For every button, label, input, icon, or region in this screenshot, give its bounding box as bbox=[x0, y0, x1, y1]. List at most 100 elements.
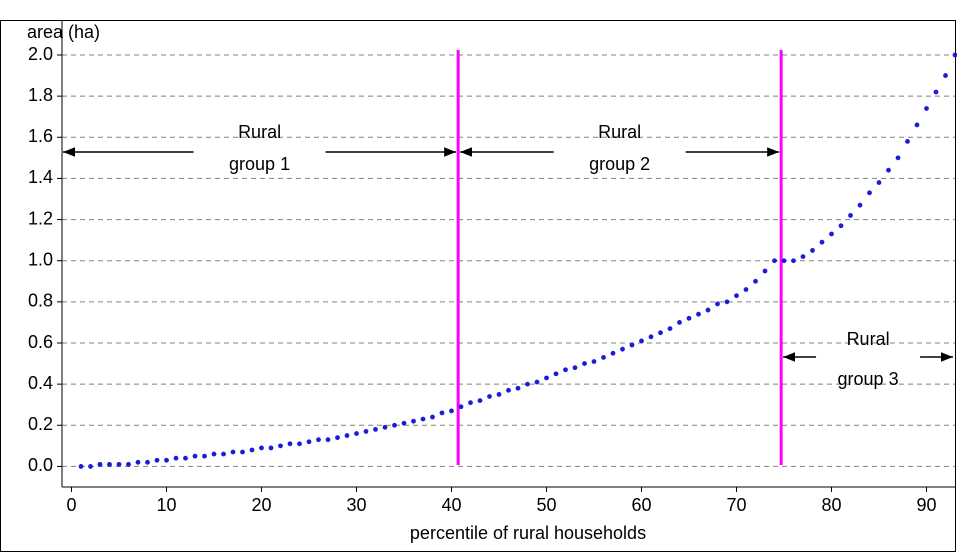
point bbox=[278, 443, 283, 449]
point bbox=[420, 416, 426, 422]
point bbox=[829, 231, 834, 237]
point bbox=[88, 464, 93, 469]
y-tick-label: 0.2 bbox=[28, 414, 53, 434]
point bbox=[610, 350, 616, 356]
point bbox=[933, 89, 939, 95]
point bbox=[259, 445, 264, 451]
point bbox=[145, 459, 150, 465]
point bbox=[297, 441, 302, 447]
point bbox=[914, 122, 920, 128]
point bbox=[857, 202, 863, 208]
point bbox=[791, 258, 796, 264]
point bbox=[924, 106, 929, 111]
point bbox=[116, 461, 122, 467]
x-tick-label: 20 bbox=[251, 495, 271, 515]
y-tick-label: 0.6 bbox=[28, 332, 53, 352]
y-tick-label: 0.4 bbox=[28, 373, 53, 393]
x-tick-label: 90 bbox=[916, 495, 936, 515]
point bbox=[781, 258, 787, 264]
group-label: Rural bbox=[238, 122, 281, 142]
point bbox=[240, 449, 245, 455]
y-tick-label: 0.0 bbox=[28, 455, 53, 475]
point bbox=[686, 315, 692, 321]
point bbox=[306, 439, 312, 445]
point bbox=[249, 447, 255, 453]
x-tick-label: 10 bbox=[156, 495, 176, 515]
y-tick-label: 2.0 bbox=[28, 44, 53, 64]
point bbox=[563, 367, 568, 373]
point bbox=[477, 398, 483, 403]
point bbox=[743, 287, 749, 292]
point bbox=[506, 387, 511, 393]
y-tick-label: 0.8 bbox=[28, 291, 53, 311]
group-label: group 3 bbox=[838, 369, 899, 389]
point bbox=[411, 418, 416, 424]
point bbox=[772, 258, 777, 264]
point bbox=[515, 385, 521, 391]
x-tick-label: 30 bbox=[346, 495, 366, 515]
point bbox=[392, 422, 397, 428]
point bbox=[107, 461, 112, 467]
point bbox=[468, 400, 473, 406]
group-label: Rural bbox=[847, 329, 890, 349]
group-label: group 2 bbox=[589, 154, 650, 174]
point bbox=[382, 424, 388, 430]
point bbox=[154, 457, 160, 463]
point bbox=[753, 278, 758, 284]
point bbox=[582, 361, 587, 366]
x-tick-label: 50 bbox=[536, 495, 556, 515]
y-tick-label: 1.8 bbox=[28, 85, 53, 105]
point bbox=[230, 449, 236, 455]
point bbox=[715, 301, 720, 307]
point bbox=[677, 320, 682, 325]
point bbox=[458, 404, 464, 410]
y-tick-label: 1.6 bbox=[28, 126, 53, 146]
point bbox=[705, 307, 711, 313]
point bbox=[952, 52, 957, 58]
point bbox=[696, 311, 701, 317]
point bbox=[895, 155, 901, 161]
point bbox=[658, 330, 663, 336]
point bbox=[287, 441, 293, 447]
point bbox=[601, 355, 606, 360]
point bbox=[838, 223, 844, 229]
point bbox=[221, 451, 226, 457]
x-axis-title: percentile of rural households bbox=[410, 523, 646, 543]
point bbox=[192, 453, 198, 459]
y-axis-title: area (ha) bbox=[27, 22, 100, 42]
x-tick-label: 80 bbox=[821, 495, 841, 515]
point bbox=[268, 445, 274, 451]
y-tick-label: 1.2 bbox=[28, 208, 53, 228]
point bbox=[886, 167, 891, 173]
point bbox=[487, 394, 492, 399]
point bbox=[667, 326, 673, 331]
point bbox=[943, 73, 948, 78]
point bbox=[620, 346, 625, 352]
point bbox=[534, 379, 540, 385]
point bbox=[591, 359, 597, 364]
point bbox=[363, 429, 369, 434]
point bbox=[183, 455, 188, 461]
point bbox=[97, 461, 103, 467]
point bbox=[734, 293, 739, 299]
point bbox=[430, 414, 435, 420]
point bbox=[344, 433, 350, 438]
point bbox=[810, 248, 815, 253]
point bbox=[544, 375, 549, 381]
point bbox=[135, 459, 141, 465]
point bbox=[325, 437, 331, 443]
point bbox=[629, 342, 635, 348]
x-tick-label: 60 bbox=[631, 495, 651, 515]
point bbox=[905, 139, 910, 144]
point bbox=[819, 239, 825, 245]
point bbox=[496, 392, 502, 397]
group-label: group 1 bbox=[229, 154, 290, 174]
point bbox=[876, 180, 882, 185]
x-tick-label: 40 bbox=[441, 495, 461, 515]
point bbox=[867, 190, 872, 196]
point bbox=[762, 268, 768, 274]
point bbox=[639, 338, 644, 344]
x-tick-label: 0 bbox=[66, 495, 76, 515]
